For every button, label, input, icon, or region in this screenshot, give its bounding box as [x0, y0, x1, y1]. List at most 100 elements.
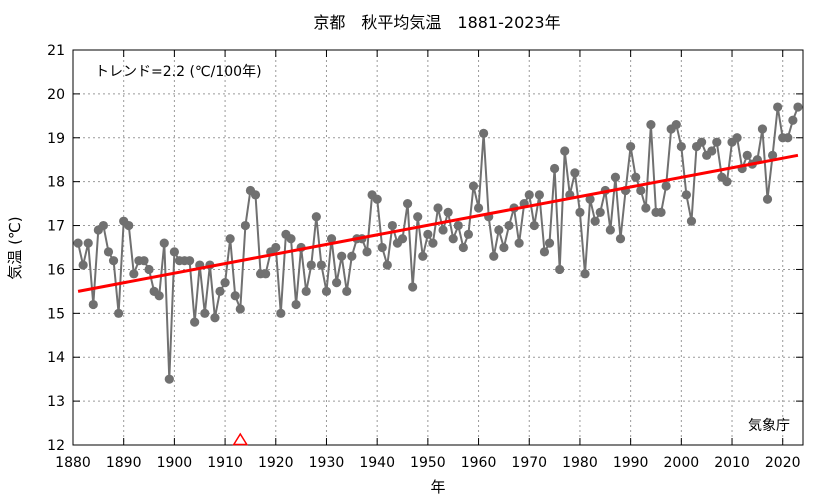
data-point: [534, 190, 544, 200]
data-point: [408, 282, 418, 292]
data-point: [595, 207, 605, 217]
data-point: [671, 120, 681, 130]
x-tick-label: 1980: [562, 455, 598, 471]
data-point: [250, 190, 261, 200]
data-point: [570, 168, 580, 178]
data-point: [580, 269, 590, 279]
data-point: [773, 102, 783, 112]
y-tick-label: 19: [47, 131, 65, 147]
data-point: [276, 308, 286, 318]
data-point: [372, 194, 382, 204]
data-point: [286, 234, 296, 244]
data-point: [712, 137, 722, 147]
data-point: [337, 251, 347, 261]
data-point: [428, 238, 438, 248]
data-point: [124, 220, 134, 231]
data-point: [301, 286, 311, 296]
data-point: [610, 172, 621, 182]
plot-area-frame: [72, 49, 804, 446]
data-point: [144, 264, 154, 275]
data-point: [504, 220, 514, 231]
data-point: [261, 269, 271, 279]
data-point: [783, 133, 793, 143]
data-point: [164, 374, 174, 384]
x-tick-label: 1990: [613, 455, 649, 471]
data-point: [489, 251, 499, 261]
data-point: [98, 220, 109, 231]
data-point: [129, 269, 139, 279]
y-tick-label: 21: [47, 43, 65, 59]
data-point: [560, 146, 570, 156]
data-point: [443, 207, 453, 217]
data-point: [575, 207, 585, 217]
data-point: [240, 220, 250, 231]
data-point: [342, 286, 352, 296]
data-point: [676, 141, 686, 152]
x-tick-label: 1950: [410, 455, 446, 471]
data-point: [377, 242, 387, 253]
data-point: [271, 242, 281, 253]
data-point: [479, 128, 489, 138]
data-point: [332, 278, 342, 288]
source-label: 気象庁: [748, 418, 790, 434]
data-point: [544, 238, 555, 248]
data-point: [641, 203, 651, 213]
data-point: [311, 212, 321, 222]
data-point: [139, 256, 149, 266]
y-tick-label: 12: [47, 438, 65, 454]
data-point: [402, 199, 413, 209]
data-point: [793, 102, 803, 112]
data-point: [590, 216, 600, 226]
x-tick-label: 1970: [511, 455, 547, 471]
x-axis-title: 年: [430, 478, 445, 496]
data-point: [539, 247, 550, 257]
y-axis-title: 気温 (℃): [6, 216, 24, 279]
x-tick-label: 2000: [664, 455, 700, 471]
data-point: [200, 308, 210, 318]
data-point: [453, 220, 463, 231]
data-point: [707, 146, 717, 156]
data-point: [697, 137, 707, 147]
y-tick-label: 13: [47, 394, 65, 410]
data-point: [397, 234, 408, 244]
data-point: [646, 120, 656, 130]
data-point: [316, 260, 327, 270]
y-tick-label: 17: [47, 219, 65, 235]
data-point: [326, 234, 337, 244]
data-point: [423, 229, 433, 239]
data-point: [473, 203, 484, 213]
data-point: [615, 234, 626, 244]
data-point: [463, 229, 474, 239]
data-point: [686, 216, 697, 226]
data-point: [169, 247, 179, 257]
data-point: [230, 291, 240, 301]
data-point: [387, 220, 397, 231]
data-point: [73, 238, 83, 248]
trend-line: [77, 153, 799, 293]
data-point: [681, 190, 692, 200]
x-tick-label: 1910: [207, 455, 243, 471]
grid: [73, 50, 803, 445]
data-point: [631, 172, 641, 182]
x-tick-label: 1940: [359, 455, 395, 471]
data-point: [514, 238, 524, 248]
x-tick-label: 2020: [765, 455, 801, 471]
y-tick-label: 20: [47, 87, 65, 103]
data-point: [154, 291, 164, 301]
data-point: [529, 220, 539, 231]
data-point: [362, 247, 372, 257]
x-tick-label: 1920: [258, 455, 294, 471]
data-point: [499, 242, 509, 253]
data-point: [448, 234, 458, 244]
data-point: [458, 242, 468, 253]
x-tick-label: 1960: [461, 455, 497, 471]
y-tick-label: 18: [47, 175, 65, 191]
trend-line-group: [77, 153, 799, 293]
data-point: [190, 317, 200, 327]
x-axis: 1880 1890 1900 1910 1920 1930 1940 1950 1960 1970…: [55, 50, 801, 471]
data-point: [661, 181, 671, 191]
data-point: [585, 194, 595, 204]
data-point: [382, 260, 392, 270]
data-point: [605, 225, 615, 235]
